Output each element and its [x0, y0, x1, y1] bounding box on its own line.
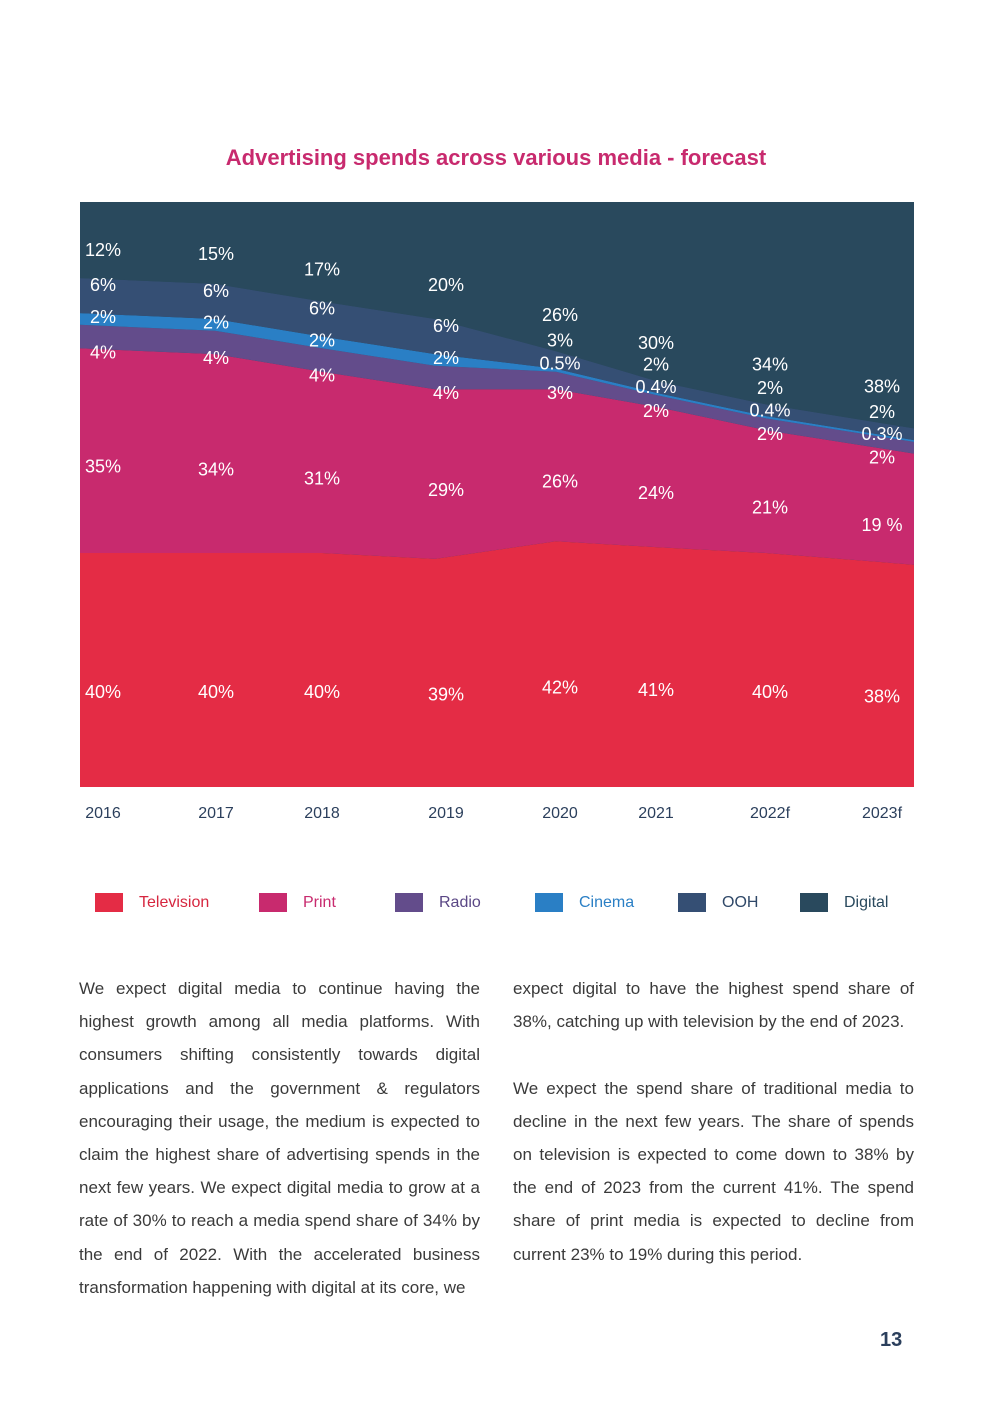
- chart-legend: Television Print Radio Cinema OOH Digital: [95, 893, 915, 917]
- chart-title: Advertising spends across various media …: [225, 145, 767, 170]
- value-label-television: 42%: [542, 678, 578, 698]
- area-digital: [80, 202, 914, 429]
- legend-item-ooh: OOH: [678, 893, 758, 912]
- legend-label: Print: [303, 893, 336, 911]
- legend-label: Television: [139, 893, 210, 911]
- value-label-digital: 15%: [198, 244, 234, 264]
- legend-item-digital: Digital: [800, 893, 888, 912]
- value-label-television: 40%: [752, 682, 788, 702]
- value-label-cinema: 2%: [203, 313, 229, 333]
- legend-label: Cinema: [579, 893, 635, 911]
- value-label-radio: 2%: [869, 448, 895, 468]
- value-label-television: 40%: [198, 682, 234, 702]
- value-label-cinema: 2%: [309, 330, 335, 350]
- value-label-radio: 4%: [309, 366, 335, 386]
- value-label-cinema: 0.5%: [539, 354, 580, 374]
- area-television: [80, 541, 914, 787]
- value-label-radio: 2%: [757, 424, 783, 444]
- value-label-ooh: 2%: [643, 355, 669, 375]
- legend-label: Radio: [439, 893, 481, 911]
- area-radio: [80, 324, 914, 454]
- value-label-ooh: 2%: [869, 402, 895, 422]
- x-tick-label: 2020: [542, 805, 578, 822]
- body-text-right-column: expect digital to have the highest spend…: [513, 972, 914, 1271]
- value-label-digital: 30%: [638, 333, 674, 353]
- x-tick-label: 2018: [304, 805, 340, 822]
- value-label-print: 24%: [638, 483, 674, 503]
- value-label-print: 29%: [428, 480, 464, 500]
- value-label-print: 19 %: [861, 515, 902, 535]
- value-label-radio: 3%: [547, 383, 573, 403]
- x-tick-label: 2019: [428, 805, 464, 822]
- value-label-cinema: 0.4%: [635, 377, 676, 397]
- value-label-digital: 17%: [304, 260, 340, 280]
- body-text-left-column: We expect digital media to continue havi…: [79, 972, 480, 1304]
- legend-item-cinema: Cinema: [535, 893, 634, 912]
- legend-swatch: [535, 893, 563, 912]
- legend-item-television: Television: [95, 893, 209, 912]
- value-label-print: 31%: [304, 468, 340, 488]
- legend-label: OOH: [722, 893, 759, 911]
- value-label-television: 40%: [304, 682, 340, 702]
- value-label-radio: 2%: [643, 401, 669, 421]
- legend-swatch: [678, 893, 706, 912]
- paragraph: expect digital to have the highest spend…: [513, 979, 914, 1032]
- legend-item-radio: Radio: [395, 893, 481, 912]
- value-label-cinema: 2%: [90, 307, 116, 327]
- area-ooh: [80, 278, 914, 441]
- x-tick-label: 2022f: [750, 805, 791, 822]
- area-cinema: [80, 313, 914, 442]
- value-label-television: 39%: [428, 684, 464, 704]
- legend-swatch: [800, 893, 828, 912]
- value-label-cinema: 0.4%: [749, 400, 790, 420]
- stacked-area-chart: 40% 40% 40% 39% 42% 41% 40% 38% 35% 34% 31% 29% 26% 2…: [80, 202, 914, 822]
- paragraph: We expect digital media to continue havi…: [79, 979, 480, 1297]
- value-label-radio: 4%: [90, 342, 116, 362]
- legend-item-print: Print: [259, 893, 336, 912]
- x-tick-label: 2017: [198, 805, 234, 822]
- chart-x-axis-labels: 2016 2017 2018 2019 2020 2021 2022f 2023f: [85, 805, 902, 822]
- value-label-television: 40%: [85, 682, 121, 702]
- area-print: [80, 348, 914, 565]
- value-label-cinema: 2%: [433, 348, 459, 368]
- value-label-digital: 12%: [85, 240, 121, 260]
- x-tick-label: 2021: [638, 805, 674, 822]
- value-label-print: 26%: [542, 471, 578, 491]
- value-label-ooh: 6%: [90, 275, 116, 295]
- value-label-print: 21%: [752, 498, 788, 518]
- value-label-digital: 34%: [752, 354, 788, 374]
- value-label-ooh: 6%: [203, 281, 229, 301]
- value-label-ooh: 6%: [309, 299, 335, 319]
- value-label-digital: 38%: [864, 376, 900, 396]
- value-label-ooh: 6%: [433, 316, 459, 336]
- x-tick-label: 2016: [85, 805, 121, 822]
- value-label-print: 35%: [85, 457, 121, 477]
- chart-areas: [80, 202, 914, 787]
- value-label-print: 34%: [198, 460, 234, 480]
- value-label-radio: 4%: [203, 348, 229, 368]
- legend-label: Digital: [844, 893, 889, 911]
- value-label-cinema: 0.3%: [861, 424, 902, 444]
- paragraph: We expect the spend share of traditional…: [513, 1078, 914, 1264]
- value-label-television: 38%: [864, 687, 900, 707]
- value-label-ooh: 2%: [757, 378, 783, 398]
- value-label-ooh: 3%: [547, 331, 573, 351]
- chart-value-labels: 40% 40% 40% 39% 42% 41% 40% 38% 35% 34% 31% 29% 26% 2…: [85, 240, 903, 706]
- page-number: 13: [880, 1329, 903, 1351]
- value-label-radio: 4%: [433, 383, 459, 403]
- legend-swatch: [95, 893, 123, 912]
- value-label-television: 41%: [638, 680, 674, 700]
- x-tick-label: 2023f: [862, 805, 903, 822]
- legend-swatch: [395, 893, 423, 912]
- legend-swatch: [259, 893, 287, 912]
- value-label-digital: 26%: [542, 305, 578, 325]
- value-label-digital: 20%: [428, 275, 464, 295]
